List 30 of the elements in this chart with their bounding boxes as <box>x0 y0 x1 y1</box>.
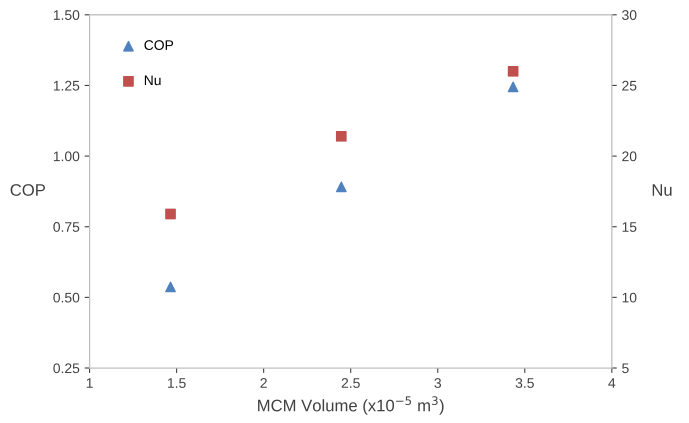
y2-axis-title: Nu <box>652 184 672 196</box>
x-tick-label: 3.5 <box>516 378 534 388</box>
point <box>508 82 518 92</box>
legend-label: Nu <box>144 75 161 86</box>
y2-tick-label: 25 <box>622 80 636 91</box>
y-tick-label: 0.50 <box>53 292 80 303</box>
legend-label: COP <box>144 40 174 50</box>
x-axis-title: MCM Volume (x10$^{−5}$ m$^{3}$) <box>258 396 444 415</box>
y2-tick-label: 10 <box>622 292 636 303</box>
point <box>165 208 176 220</box>
x-tick-label: 2.5 <box>342 378 360 388</box>
y-tick-label: 0.25 <box>53 363 80 374</box>
point <box>508 66 518 77</box>
point <box>165 282 176 292</box>
x-tick-label: 1 <box>86 378 93 388</box>
y2-tick-label: 15 <box>622 222 636 232</box>
x-tick-label: 2 <box>260 378 267 388</box>
y-tick-label: 0.75 <box>53 222 80 232</box>
y-axis-title: COP <box>10 184 45 196</box>
x-tick-label: 4 <box>608 378 616 388</box>
x-tick-label: 1.5 <box>168 378 186 388</box>
x-tick-label: 3 <box>434 378 441 388</box>
y-tick-label: 1.50 <box>54 10 80 20</box>
y2-tick-label: 30 <box>622 10 636 20</box>
y2-tick-label: 20 <box>622 151 636 162</box>
point <box>336 130 347 142</box>
point <box>336 182 347 192</box>
y2-tick-label: 5 <box>622 363 629 374</box>
y-tick-label: 1.00 <box>54 151 80 162</box>
y-tick-label: 1.25 <box>54 80 80 91</box>
